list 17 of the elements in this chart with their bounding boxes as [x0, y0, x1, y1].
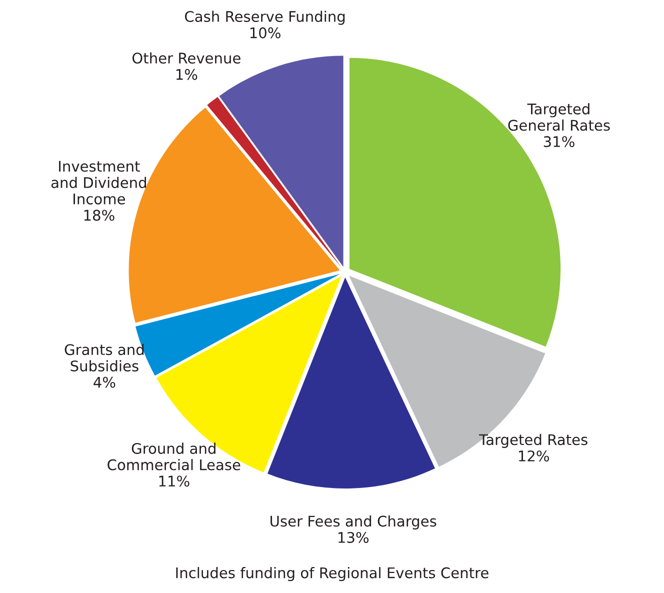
slice-label: User Fees and Charges [270, 515, 436, 530]
slice-label: Other Revenue [132, 52, 240, 64]
data-label: 4% [94, 376, 116, 388]
data-label: 18% [84, 210, 114, 221]
data-label: 13% [338, 532, 369, 543]
slice-label: Targeted Rates [479, 434, 588, 448]
data-label: 1% [176, 68, 198, 80]
data-label: 12% [519, 450, 550, 462]
slice-label: Cash Reserve Funding [185, 10, 345, 25]
text: Includes funding of Regional Events Centre [176, 567, 488, 582]
data-label: 31% [544, 136, 574, 148]
data-label: 11% [159, 476, 190, 487]
slice-label: Investment and Dividend Income [51, 160, 146, 204]
slice-label: Grants and Subsidies [64, 344, 144, 372]
data-label: 10% [250, 27, 280, 38]
slice-label: Ground and Commercial Lease [108, 442, 240, 470]
slice-label: Targeted General Rates [508, 103, 610, 131]
